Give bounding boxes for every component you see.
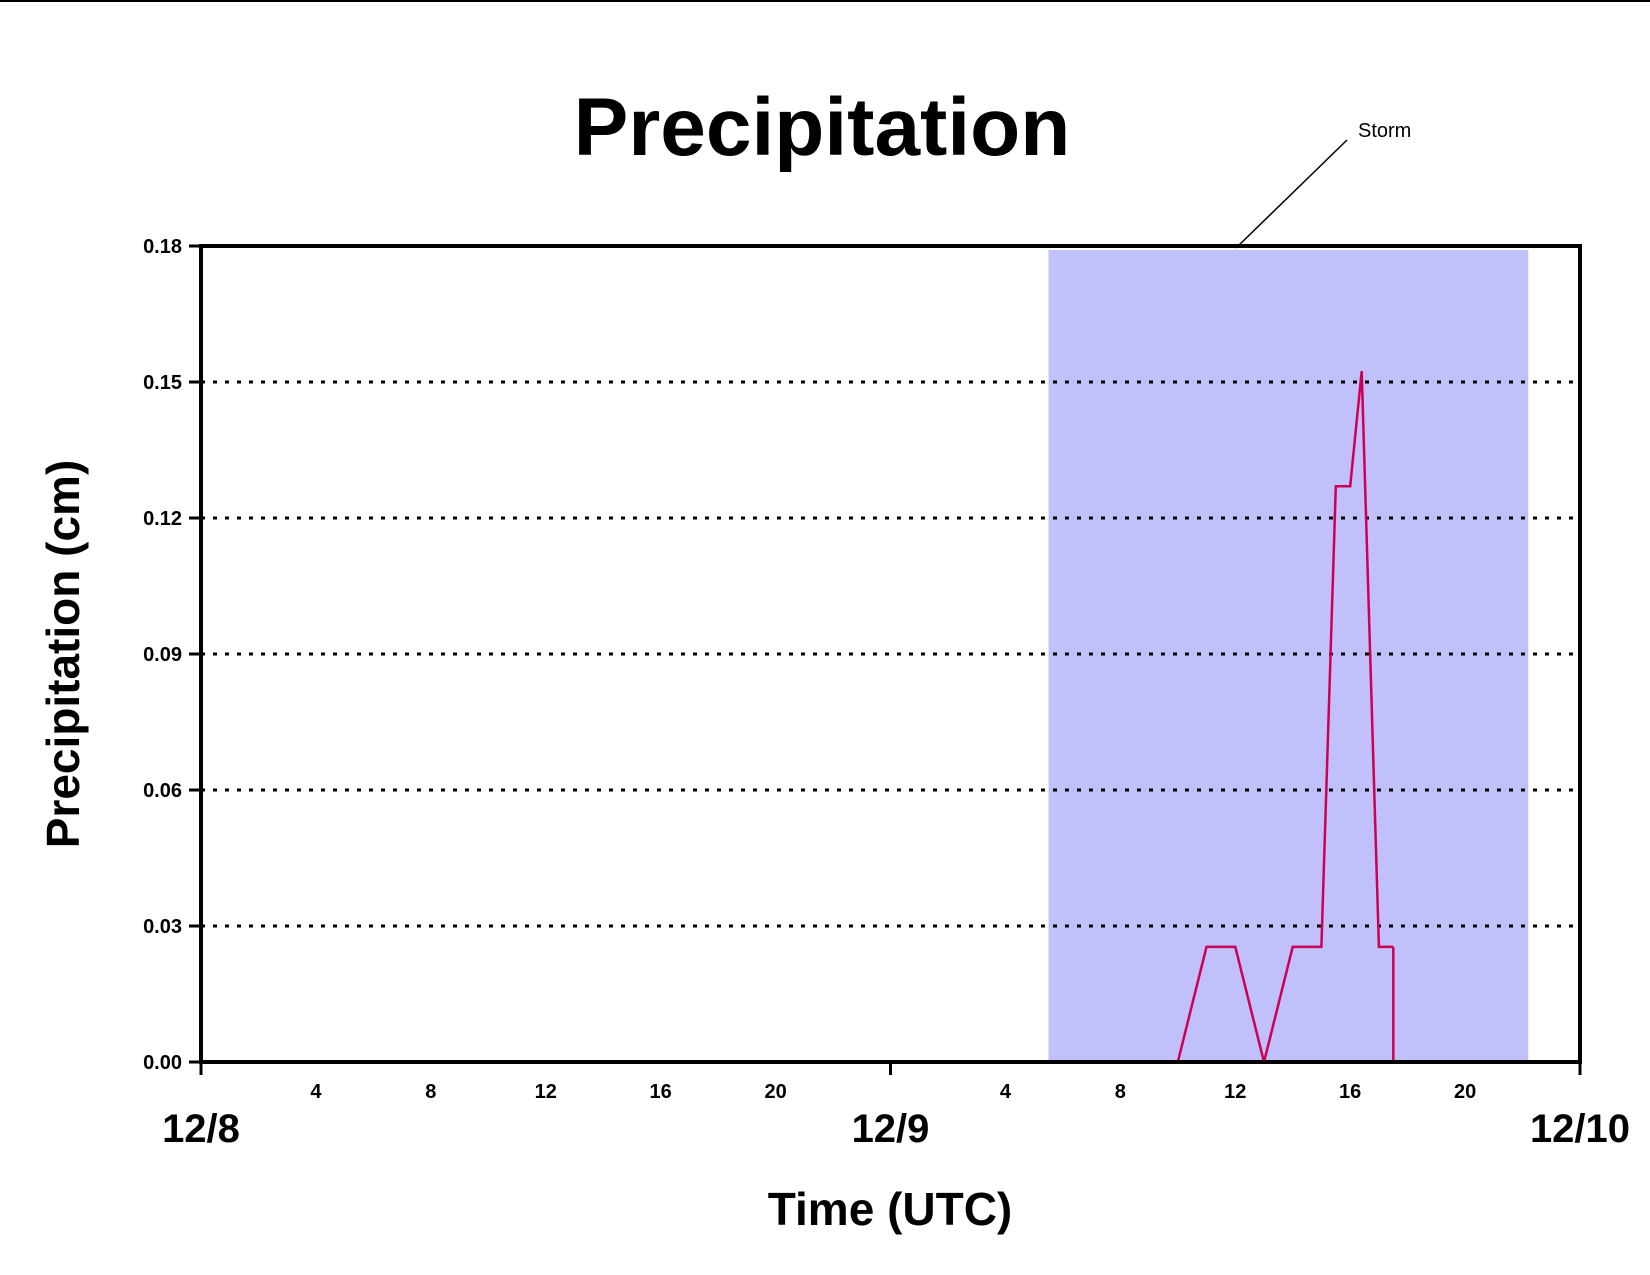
x-tick-label-hour: 20 xyxy=(764,1081,786,1103)
x-tick-label-hour: 16 xyxy=(650,1081,672,1103)
y-tick-label: 0.12 xyxy=(143,508,182,530)
x-axis: 4 8 12 16 20 4 8 12 16 20 12/8 12/9 12/10 xyxy=(162,1062,1630,1151)
y-tick-label: 0.15 xyxy=(143,372,182,394)
x-tick-label-date: 12/8 xyxy=(162,1107,240,1151)
x-tick-label-hour: 20 xyxy=(1454,1081,1476,1103)
x-tick-label-hour: 12 xyxy=(1224,1081,1246,1103)
y-tick-label: 0.06 xyxy=(143,780,182,802)
y-tick-label: 0.09 xyxy=(143,644,182,666)
x-tick-label-date: 12/10 xyxy=(1530,1107,1630,1151)
gridlines xyxy=(201,380,1580,928)
storm-annotation-leader-line xyxy=(1235,139,1348,249)
top-border-rule xyxy=(0,0,1650,2)
y-tick-label: 0.03 xyxy=(143,916,182,938)
x-tick-label-hour: 8 xyxy=(1115,1081,1126,1103)
chart-title: Precipitation xyxy=(574,82,1071,173)
x-tick-label-hour: 16 xyxy=(1339,1081,1361,1103)
y-tick-label: 0.18 xyxy=(143,236,182,258)
x-tick-label-hour: 4 xyxy=(310,1081,322,1103)
x-tick-label-date: 12/9 xyxy=(852,1107,930,1151)
y-tick-label: 0.00 xyxy=(143,1052,182,1074)
x-tick-label-hour: 12 xyxy=(535,1081,557,1103)
x-tick-label-hour: 8 xyxy=(425,1081,436,1103)
precipitation-series-line xyxy=(201,370,1394,1064)
storm-annotation-label: Storm xyxy=(1358,120,1411,142)
y-axis-title: Precipitation (cm) xyxy=(37,460,89,849)
storm-shaded-region xyxy=(1048,250,1529,1060)
x-axis-title: Time (UTC) xyxy=(768,1183,1013,1235)
x-tick-label-hour: 4 xyxy=(1000,1081,1012,1103)
y-axis: 0.00 0.03 0.06 0.09 0.12 0.15 0.18 xyxy=(143,236,201,1074)
storm-shaded-region-layer xyxy=(1048,250,1529,1060)
